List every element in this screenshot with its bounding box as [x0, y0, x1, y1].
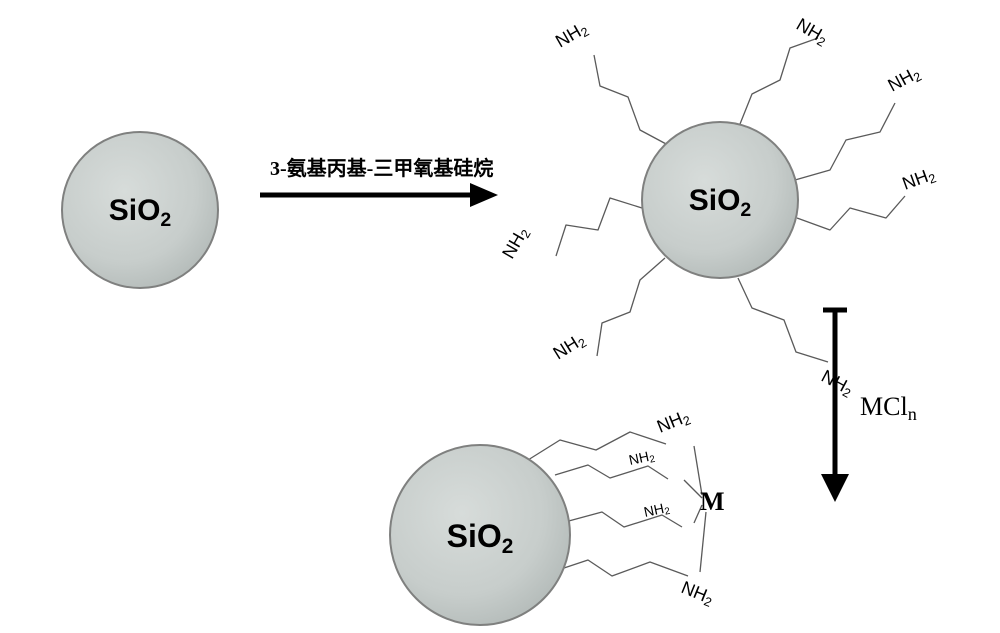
metal-m-label: M — [700, 487, 725, 516]
alkyl-chain — [552, 560, 688, 576]
left-silica-sphere: SiO2 — [62, 132, 218, 288]
nh2-label: NH2 — [627, 447, 656, 470]
alkyl-chain — [740, 38, 818, 124]
alkyl-chain — [597, 258, 665, 356]
nh2-label: NH2 — [900, 164, 939, 196]
mcln-label: MCln — [860, 392, 917, 424]
alkyl-chain — [594, 55, 668, 145]
alkyl-chain — [556, 198, 642, 256]
reaction-arrow-1 — [260, 183, 498, 207]
nh2-label: NH2 — [678, 577, 717, 610]
alkyl-chain — [555, 465, 668, 479]
nh2-label: NH2 — [552, 18, 592, 54]
alkyl-chain — [797, 196, 905, 230]
nh2-label: NH2 — [792, 14, 832, 50]
reaction-arrow-2 — [821, 310, 849, 502]
amine-functionalized-silica: NH2NH2NH2NH2NH2NH2NH2 SiO2 — [498, 14, 938, 401]
nh2-label: NH2 — [884, 62, 924, 97]
alkyl-chain — [795, 103, 895, 180]
nh2-label: NH2 — [498, 223, 534, 263]
nh2-label: NH2 — [654, 406, 693, 439]
metal-complexed-silica: NH2NH2NH2NH2 SiO2 M — [390, 406, 725, 625]
nh2-label: NH2 — [550, 329, 590, 365]
nh2-label: NH2 — [642, 499, 671, 522]
reagent-label: 3-氨基丙基-三甲氧基硅烷 — [270, 156, 493, 180]
alkyl-chain — [738, 278, 828, 362]
m-coordination-bond — [700, 512, 706, 572]
